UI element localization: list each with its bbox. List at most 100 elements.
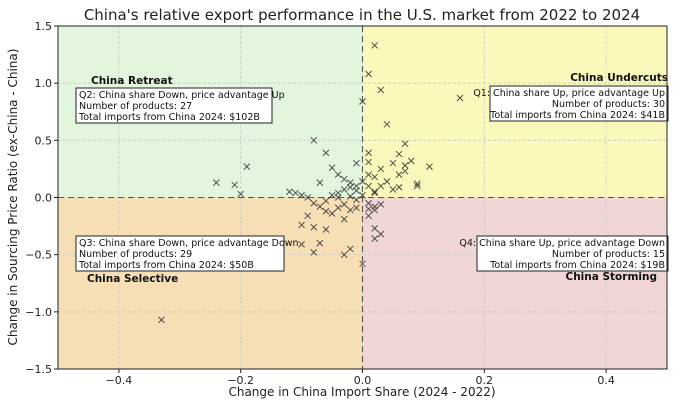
data-point — [401, 167, 409, 175]
data-point — [377, 86, 385, 94]
data-point — [243, 163, 251, 170]
x-tick-label: 0.2 — [476, 374, 494, 387]
data-point — [353, 204, 360, 212]
data-point — [298, 191, 305, 199]
zero-reference-lines — [58, 26, 667, 369]
annotation-line: Q3: China share Down, price advantage Do… — [79, 238, 299, 249]
data-point — [359, 178, 366, 185]
data-point — [316, 179, 324, 186]
quadrant-name: China Undercuts — [570, 72, 668, 84]
data-point — [371, 235, 379, 243]
annotation-line: Total imports from China 2024: $19B — [489, 260, 665, 271]
annotation-bottom-right: Q4: China share Up, price advantage Down… — [459, 235, 669, 283]
data-point — [304, 194, 312, 201]
quadrant-annotations: Q2: China share Down, price advantage Up… — [75, 72, 669, 285]
annotation-line: Q4: China share Up, price advantage Down — [459, 238, 665, 249]
data-point — [328, 164, 336, 172]
quadrant-name: China Retreat — [91, 75, 173, 87]
y-axis-label: Change in Sourcing Price Ratio (ex-China… — [6, 49, 20, 346]
data-point — [371, 206, 379, 214]
annotation-line: Total imports from China 2024: $41B — [489, 110, 665, 121]
data-point — [353, 196, 360, 204]
data-point — [353, 187, 360, 194]
annotation-line: Number of products: 15 — [552, 249, 665, 260]
data-point — [310, 249, 318, 256]
data-point — [346, 193, 354, 200]
data-point — [401, 140, 409, 148]
data-point — [298, 241, 305, 248]
data-point — [340, 201, 348, 208]
data-point — [310, 136, 318, 144]
annotation-line: Number of products: 30 — [552, 99, 665, 110]
y-tick-label: 0.0 — [35, 192, 53, 205]
data-point — [322, 207, 330, 215]
data-point — [359, 191, 366, 199]
data-point — [401, 162, 409, 169]
data-point — [340, 215, 348, 223]
quadrant-name: China Storming — [565, 271, 657, 283]
data-point — [346, 245, 354, 253]
data-point — [334, 194, 342, 201]
annotation-box — [489, 85, 669, 122]
tick-labels: −0.4 −0.2 0.0 0.2 0.4 −1.5 −1.0 −0.5 0.0 0.5 1.0 1.… — [25, 20, 615, 387]
data-point — [389, 159, 397, 167]
data-point — [365, 158, 372, 166]
data-point — [365, 149, 372, 157]
data-point — [298, 221, 305, 229]
data-point — [383, 120, 391, 128]
data-point — [310, 223, 318, 231]
y-tick-label: −0.5 — [25, 249, 52, 262]
annotation-top-right: Q1: China share Up, price advantage UpNu… — [473, 72, 669, 122]
data-point — [395, 183, 403, 191]
x-tick-label: −0.4 — [106, 374, 133, 387]
y-tick-label: −1.5 — [25, 363, 52, 376]
data-point — [371, 189, 379, 197]
x-tick-label: 0.4 — [597, 374, 615, 387]
data-point — [340, 186, 348, 193]
annotation-line: Total imports from China 2024: $50B — [78, 260, 254, 271]
data-point — [395, 150, 403, 158]
quadrant-bottom-left — [58, 197, 363, 369]
data-point — [377, 230, 385, 238]
data-point — [334, 204, 342, 212]
data-point — [359, 98, 366, 105]
x-tick-label: 0.0 — [354, 374, 372, 387]
data-point — [346, 183, 354, 191]
annotation-box — [75, 87, 273, 124]
data-point — [322, 226, 330, 233]
data-point — [395, 171, 403, 178]
data-point — [456, 94, 464, 102]
data-point — [346, 206, 354, 214]
annotation-top-left: Q2: China share Down, price advantage Up… — [75, 75, 285, 124]
data-points — [158, 42, 464, 324]
data-point — [316, 203, 324, 211]
data-point — [371, 42, 379, 49]
data-point — [328, 191, 336, 199]
quadrant-name: China Selective — [87, 273, 178, 285]
annotation-line: Q1: China share Up, price advantage Up — [473, 88, 665, 99]
data-point — [212, 179, 220, 186]
annotation-box — [75, 235, 285, 272]
data-point — [371, 225, 379, 232]
annotation-line: Number of products: 27 — [79, 101, 192, 112]
data-point — [413, 180, 421, 188]
quadrant-bottom-right — [362, 197, 667, 369]
annotation-line: Q2: China share Down, price advantage Up — [79, 90, 285, 101]
data-point — [231, 181, 238, 189]
annotation-line: Total imports from China 2024: $102B — [78, 112, 260, 123]
y-tick-label: 1.0 — [35, 77, 53, 90]
data-point — [310, 199, 318, 207]
data-point — [322, 197, 330, 205]
data-point — [377, 182, 385, 190]
data-point — [365, 182, 372, 190]
data-point — [340, 175, 348, 183]
data-point — [377, 201, 385, 208]
chart-title: China's relative export performance in t… — [84, 6, 640, 24]
data-point — [371, 173, 379, 181]
data-point — [237, 190, 245, 198]
data-point — [334, 171, 342, 178]
data-point — [371, 188, 379, 196]
data-point — [353, 159, 360, 167]
data-point — [316, 239, 324, 247]
